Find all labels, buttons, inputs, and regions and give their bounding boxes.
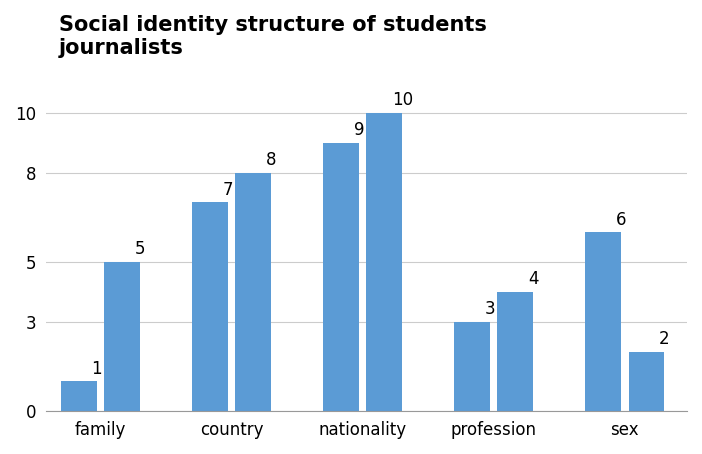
Text: 10: 10 — [392, 91, 413, 109]
Text: 4: 4 — [528, 270, 538, 288]
Text: 5: 5 — [135, 241, 145, 258]
Text: 3: 3 — [484, 300, 495, 318]
Text: 2: 2 — [659, 330, 670, 348]
Bar — [628, 351, 664, 411]
Bar — [323, 143, 359, 411]
Text: 8: 8 — [266, 151, 277, 169]
Bar — [454, 322, 490, 411]
Bar — [498, 292, 534, 411]
Bar — [366, 113, 402, 411]
Text: 6: 6 — [616, 211, 626, 229]
Bar — [235, 173, 271, 411]
Bar — [585, 232, 621, 411]
Text: 7: 7 — [223, 181, 233, 199]
Bar — [105, 262, 140, 411]
Text: Social identity structure of students
journalists: Social identity structure of students jo… — [59, 15, 486, 58]
Bar — [61, 381, 97, 411]
Bar — [192, 202, 228, 411]
Text: 1: 1 — [91, 360, 102, 378]
Text: 9: 9 — [354, 121, 364, 139]
